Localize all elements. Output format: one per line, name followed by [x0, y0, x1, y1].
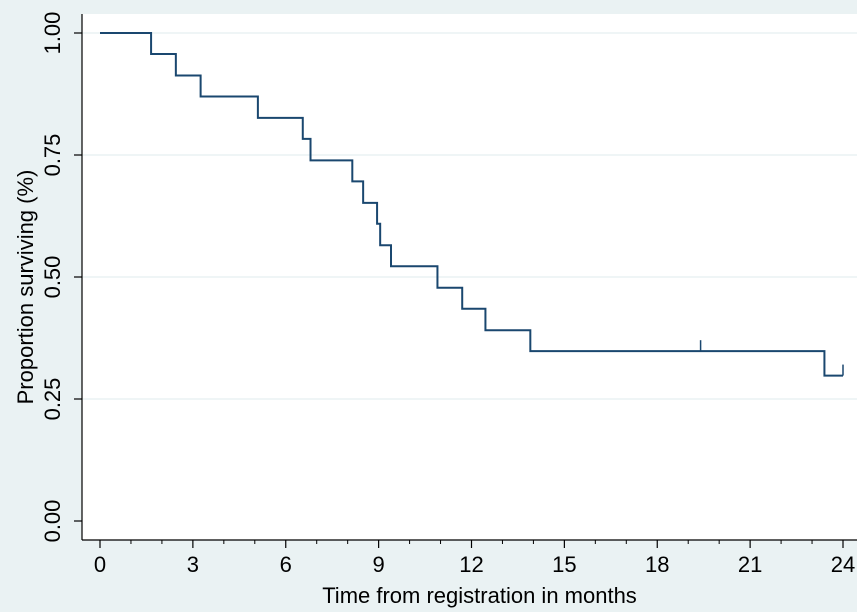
- y-tick-label-1: 0.25: [40, 378, 65, 421]
- y-tick-label-0: 0.00: [40, 500, 65, 543]
- x-tick-label-2: 6: [280, 552, 292, 577]
- x-tick-label-8: 24: [831, 552, 855, 577]
- series-group: [100, 32, 844, 377]
- y-tick-label-3: 0.75: [40, 134, 65, 177]
- x-axis-title: Time from registration in months: [322, 583, 637, 608]
- x-tick-label-6: 18: [645, 552, 669, 577]
- survival-curve-0: [100, 32, 843, 377]
- y-tick-label-4: 1.00: [40, 12, 65, 55]
- x-tick-label-1: 3: [187, 552, 199, 577]
- x-axis: 0 3 6 9 12 15 18 21 24: [82, 539, 857, 577]
- y-tick-label-2: 0.50: [40, 256, 65, 299]
- x-tick-label-4: 12: [459, 552, 483, 577]
- x-tick-label-7: 21: [738, 552, 762, 577]
- gridlines: [82, 32, 857, 400]
- x-tick-label-0: 0: [94, 552, 106, 577]
- y-axis-title: Proportion surviving (%): [13, 170, 38, 405]
- y-axis: 0.00 0.25 0.50 0.75 1.00: [40, 12, 83, 543]
- x-tick-label-3: 9: [373, 552, 385, 577]
- x-tick-label-5: 15: [552, 552, 576, 577]
